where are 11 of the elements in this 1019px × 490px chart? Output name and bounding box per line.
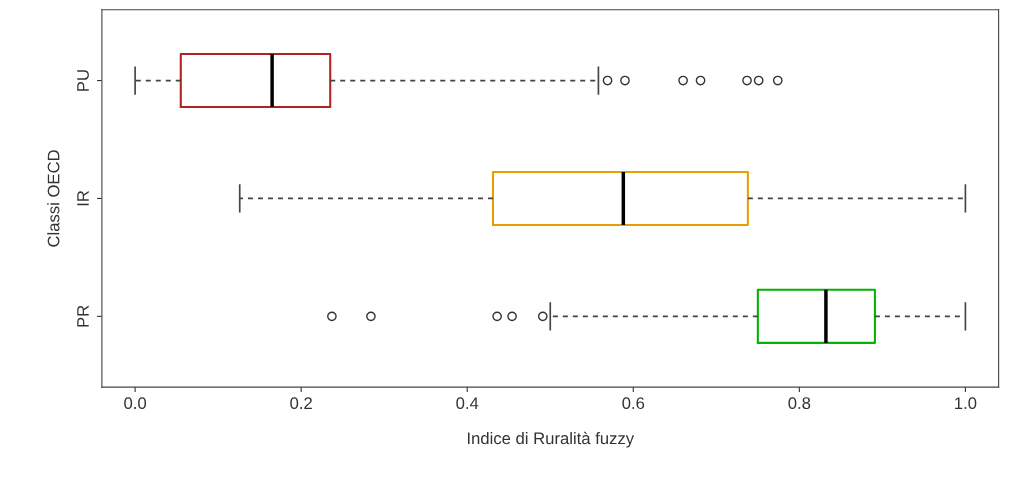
y-tick-label: PU bbox=[77, 70, 89, 91]
y-axis-title: Classi OECD bbox=[47, 150, 60, 247]
y-tick-label: PR bbox=[77, 305, 89, 327]
x-tick-label: 0.6 bbox=[622, 397, 645, 410]
x-tick-label: 0.2 bbox=[290, 397, 312, 410]
x-tick-label: 1.0 bbox=[955, 397, 977, 410]
x-tick-label: 0.0 bbox=[124, 397, 147, 410]
y-tick-label: IR bbox=[77, 190, 89, 206]
x-axis-title: Indice di Ruralità fuzzy bbox=[467, 431, 635, 448]
x-tick-label: 0.8 bbox=[788, 397, 811, 410]
x-tick-label: 0.4 bbox=[456, 397, 479, 410]
